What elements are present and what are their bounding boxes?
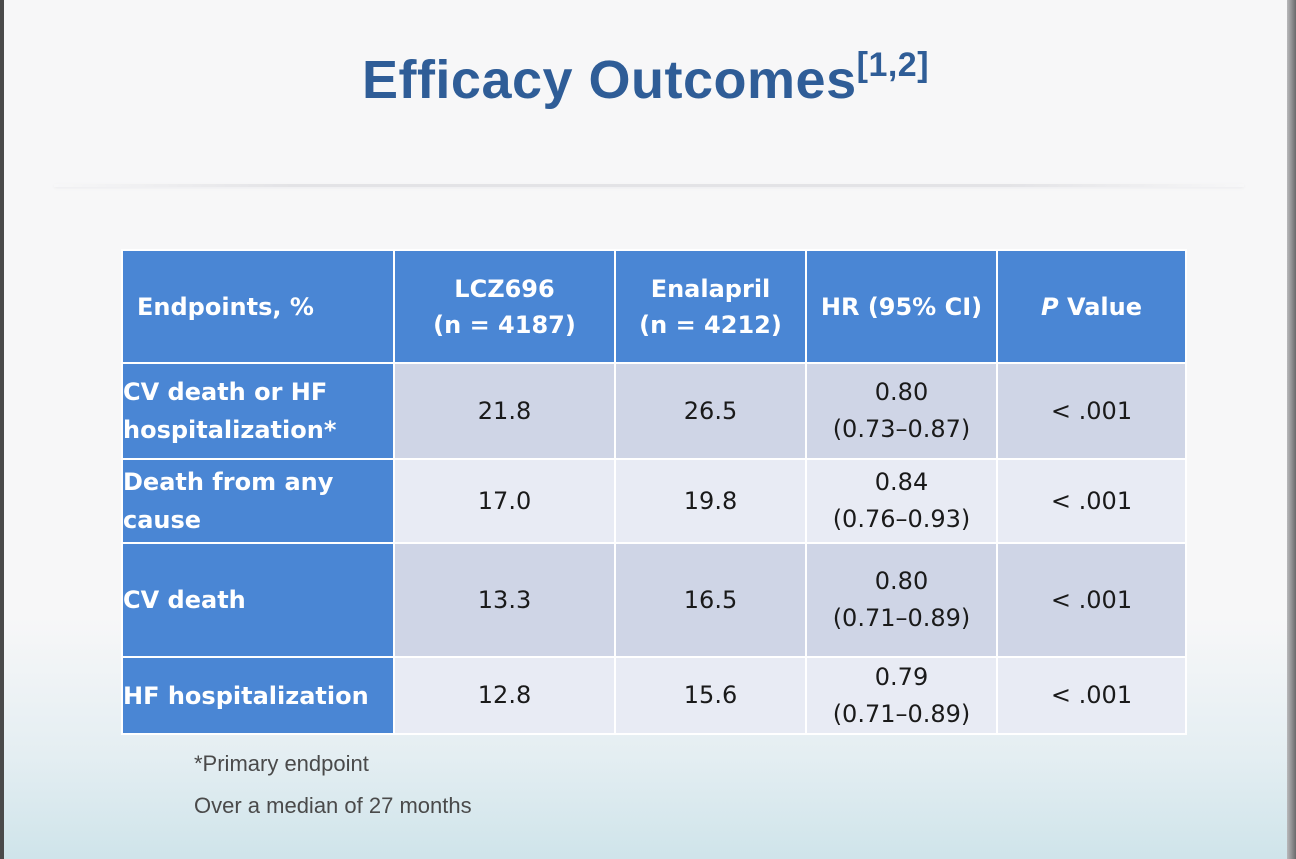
- header-hr-ci: HR (95% CI): [807, 251, 996, 362]
- table-header-row: Endpoints, % LCZ696 (n = 4187) Enalapril(…: [123, 251, 1185, 362]
- header-endpoints: Endpoints, %: [123, 251, 393, 362]
- slide: Efficacy Outcomes[1,2] Endpoints, % LCZ6…: [4, 0, 1287, 859]
- hr-ci-value: 0.79 (0.71–0.89): [807, 658, 996, 733]
- table-row: CV death 13.3 16.5 0.80 (0.71–0.89) < .00…: [123, 544, 1185, 656]
- footnote-primary-endpoint: *Primary endpoint: [194, 751, 369, 776]
- enalapril-value: 26.5: [616, 364, 805, 458]
- table-row: HF hospitalization 12.8 15.6 0.79 (0.71–0…: [123, 658, 1185, 733]
- lcz696-value: 12.8: [395, 658, 614, 733]
- row-label: CV death: [123, 544, 393, 656]
- title-divider: [54, 184, 1244, 187]
- p-value: < .001: [998, 544, 1185, 656]
- p-value: < .001: [998, 364, 1185, 458]
- lcz696-value: 13.3: [395, 544, 614, 656]
- enalapril-value: 15.6: [616, 658, 805, 733]
- table-row: CV death or HF hospitalization* 21.8 26.5…: [123, 364, 1185, 458]
- slide-title-text: Efficacy Outcomes: [361, 50, 857, 110]
- lcz696-value: 21.8: [395, 364, 614, 458]
- p-value: < .001: [998, 460, 1185, 542]
- hr-ci-value: 0.84 (0.76–0.93): [807, 460, 996, 542]
- slide-title: Efficacy Outcomes[1,2]: [4, 46, 1287, 111]
- header-p-value: P Value: [998, 251, 1185, 362]
- enalapril-value: 16.5: [616, 544, 805, 656]
- enalapril-value: 19.8: [616, 460, 805, 542]
- lcz696-value: 17.0: [395, 460, 614, 542]
- hr-ci-value: 0.80 (0.71–0.89): [807, 544, 996, 656]
- p-value: < .001: [998, 658, 1185, 733]
- row-label: CV death or HF hospitalization*: [123, 364, 393, 458]
- title-references: [1,2]: [856, 46, 930, 84]
- hr-ci-value: 0.80 (0.73–0.87): [807, 364, 996, 458]
- window-edge: [1287, 0, 1296, 859]
- row-label: HF hospitalization: [123, 658, 393, 733]
- footnote-median-followup: Over a median of 27 months: [194, 793, 472, 818]
- row-label: Death from any cause: [123, 460, 393, 542]
- header-enalapril: Enalapril (n = 4212): [616, 251, 805, 362]
- table-row: Death from any cause 17.0 19.8 0.84 (0.76–…: [123, 460, 1185, 542]
- header-lcz696: LCZ696 (n = 4187): [395, 251, 614, 362]
- efficacy-outcomes-table: Endpoints, % LCZ696 (n = 4187) Enalapril(…: [121, 249, 1187, 735]
